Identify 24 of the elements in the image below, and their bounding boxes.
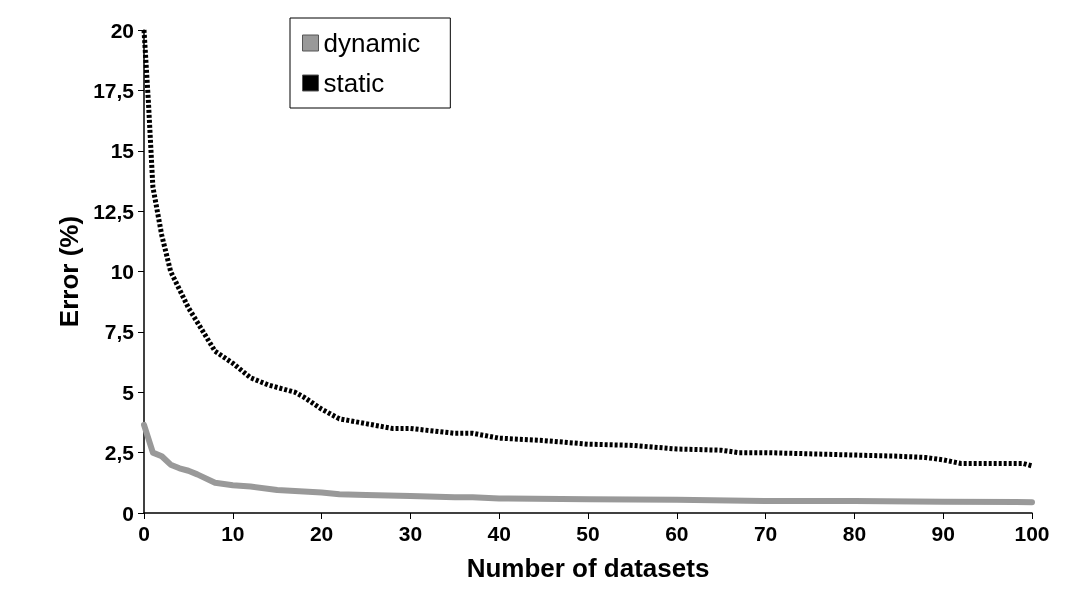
y-tick-label: 17,5 (93, 78, 135, 102)
x-tick-label: 20 (309, 522, 334, 545)
x-axis-title: Number of datasets (466, 553, 710, 583)
legend-label: static (323, 68, 385, 98)
x-tick-label: 90 (931, 522, 955, 545)
y-tick-label: 5 (122, 380, 135, 404)
y-tick-label: 20 (110, 18, 134, 42)
x-tick-label: 80 (842, 522, 867, 545)
x-tick-label: 40 (487, 522, 511, 545)
y-tick-label: 15 (110, 139, 135, 163)
y-tick-label: 7,5 (104, 320, 135, 344)
x-tick-label: 60 (665, 522, 689, 545)
y-tick-label: 10 (110, 260, 134, 283)
x-tick-label: 0 (138, 522, 150, 545)
x-tick-label: 10 (221, 522, 245, 545)
x-tick-label: 70 (753, 522, 778, 545)
y-tick-label: 0 (122, 501, 134, 525)
legend-label: dynamic (323, 28, 421, 58)
x-tick-label: 100 (1014, 522, 1050, 545)
x-tick-label: 30 (398, 522, 423, 545)
x-tick-label: 50 (576, 522, 600, 545)
y-tick-label: 12,5 (93, 199, 135, 223)
y-tick-label: 2,5 (104, 441, 135, 465)
y-axis-title: Error (%) (54, 215, 84, 328)
